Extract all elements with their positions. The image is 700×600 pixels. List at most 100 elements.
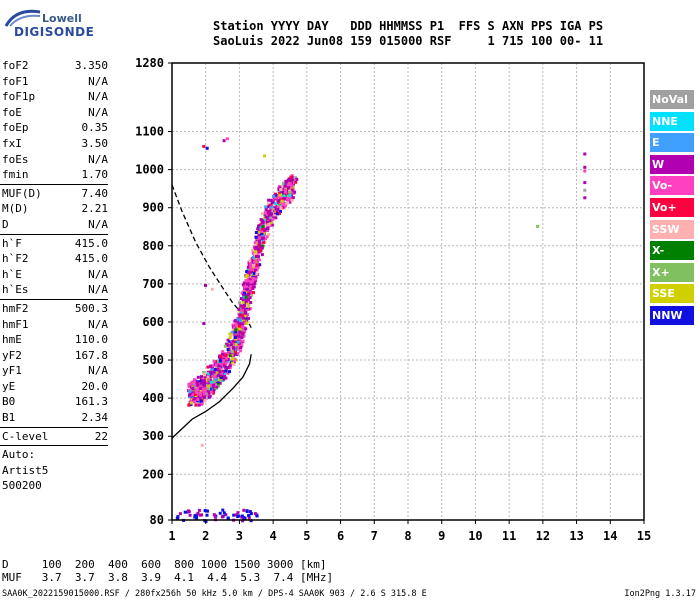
echo-point	[291, 178, 295, 182]
echo-point	[192, 378, 196, 382]
echo-point	[241, 332, 245, 336]
echo-point	[255, 245, 259, 249]
echo-point	[254, 275, 258, 279]
echo-point	[236, 511, 240, 515]
param-row: D N/A	[0, 217, 112, 233]
echo-point	[249, 280, 253, 284]
echo-point	[259, 218, 263, 222]
param-row: foEs N/A	[0, 152, 112, 168]
echo-point	[247, 272, 251, 276]
echo-point	[247, 514, 251, 518]
echo-point	[187, 383, 191, 387]
echo-point	[536, 224, 540, 228]
echo-point	[252, 251, 255, 255]
echo-point	[241, 307, 245, 310]
param-value: 3.50	[81, 136, 109, 150]
x-tick-label: 8	[404, 529, 411, 543]
version-label: Ion2Png 1.3.17	[624, 589, 696, 599]
param-row: yF2 167.8	[0, 348, 112, 364]
echo-point	[263, 228, 267, 232]
echo-point	[242, 334, 246, 338]
x-tick-label: 4	[270, 529, 277, 543]
param-row: hmF2 500.3	[0, 301, 112, 317]
echo-point	[254, 250, 258, 254]
echo-point	[195, 513, 199, 517]
param-value: 20.0	[81, 379, 109, 393]
param-key: fmin	[2, 168, 29, 182]
echo-point	[196, 375, 200, 379]
echo-point	[275, 212, 279, 216]
echo-point	[286, 199, 290, 203]
echo-point	[243, 314, 247, 318]
echo-point	[251, 266, 255, 270]
echo-point	[247, 290, 251, 294]
echo-point	[253, 259, 257, 263]
echo-point	[222, 377, 226, 381]
echo-point	[217, 373, 220, 377]
param-separator	[0, 445, 108, 447]
param-row: M(D) 2.21	[0, 201, 112, 217]
echo-point	[236, 352, 240, 355]
echo-point	[226, 517, 230, 520]
echo-point	[224, 353, 228, 357]
echo-point	[260, 231, 264, 235]
echo-point	[240, 291, 244, 295]
echo-point	[241, 339, 245, 343]
echo-point	[583, 196, 587, 200]
echo-point	[213, 375, 217, 379]
echo-point	[244, 311, 248, 315]
echo-point	[286, 183, 290, 187]
echo-point	[215, 385, 219, 389]
x-tick-label: 2	[202, 529, 209, 543]
param-key: foEs	[2, 152, 29, 166]
echo-point	[282, 203, 286, 206]
echo-point	[268, 203, 272, 207]
x-tick-label: 15	[637, 529, 651, 543]
echo-point	[213, 514, 217, 518]
echo-point	[218, 359, 222, 363]
legend-item: X-	[650, 241, 694, 261]
echo-point	[252, 263, 255, 267]
param-value: 7.40	[81, 186, 109, 200]
echo-point	[280, 199, 284, 203]
echo-point	[279, 209, 282, 213]
echo-point	[204, 386, 208, 390]
echo-point	[232, 513, 236, 517]
param-value: N/A	[88, 152, 108, 166]
x-tick-label: 10	[468, 529, 482, 543]
param-separator	[0, 426, 108, 428]
echo-point	[265, 220, 269, 224]
echo-point	[196, 383, 200, 387]
echo-point	[291, 196, 295, 200]
echo-point	[274, 216, 278, 220]
echo-point	[220, 371, 224, 375]
param-row: B0 161.3	[0, 394, 112, 410]
echo-point	[197, 508, 201, 512]
autoscale-label: Auto:	[2, 448, 36, 462]
echo-point	[228, 335, 232, 339]
echo-point	[202, 144, 206, 148]
echo-point	[274, 202, 278, 205]
echo-point	[239, 304, 243, 308]
echo-point	[224, 376, 228, 380]
echo-point	[222, 355, 226, 359]
file-info: SAA0K_2022159015000.RSF / 280fx256h 50 k…	[2, 589, 427, 599]
param-value: 3.350	[74, 59, 108, 72]
echo-point	[216, 368, 220, 371]
echo-point	[237, 324, 241, 328]
echo-point	[236, 317, 240, 321]
param-row: foF1 N/A	[0, 74, 112, 90]
echo-point	[217, 378, 220, 382]
echo-point	[226, 366, 230, 370]
echo-point	[207, 372, 211, 376]
param-value: N/A	[88, 267, 108, 281]
echo-point	[283, 184, 287, 188]
echo-point	[210, 287, 214, 291]
echo-point	[253, 252, 257, 256]
echo-point	[288, 190, 292, 194]
param-key: M(D)	[2, 202, 29, 216]
echo-point	[207, 387, 211, 391]
echo-point	[257, 239, 261, 243]
echo-point	[234, 513, 238, 517]
